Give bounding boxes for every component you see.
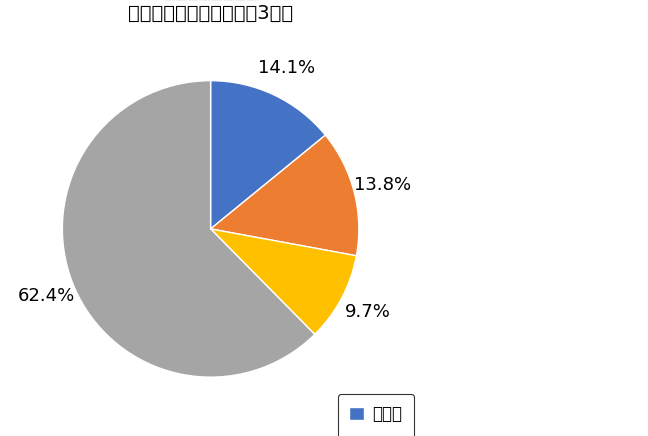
Wedge shape xyxy=(62,81,315,377)
Legend: 静岡県, 宮城県, 高知県, その他: 静岡県, 宮城県, 高知県, その他 xyxy=(338,394,414,436)
Text: 62.4%: 62.4% xyxy=(17,287,75,306)
Wedge shape xyxy=(211,229,356,334)
Text: 13.8%: 13.8% xyxy=(354,176,411,194)
Wedge shape xyxy=(211,81,325,229)
Title: まぐろ類の産出額
全国に占める割合（令和3年）: まぐろ類の産出額 全国に占める割合（令和3年） xyxy=(128,0,293,23)
Text: 9.7%: 9.7% xyxy=(345,303,391,321)
Text: 14.1%: 14.1% xyxy=(259,59,316,77)
Wedge shape xyxy=(211,135,359,256)
